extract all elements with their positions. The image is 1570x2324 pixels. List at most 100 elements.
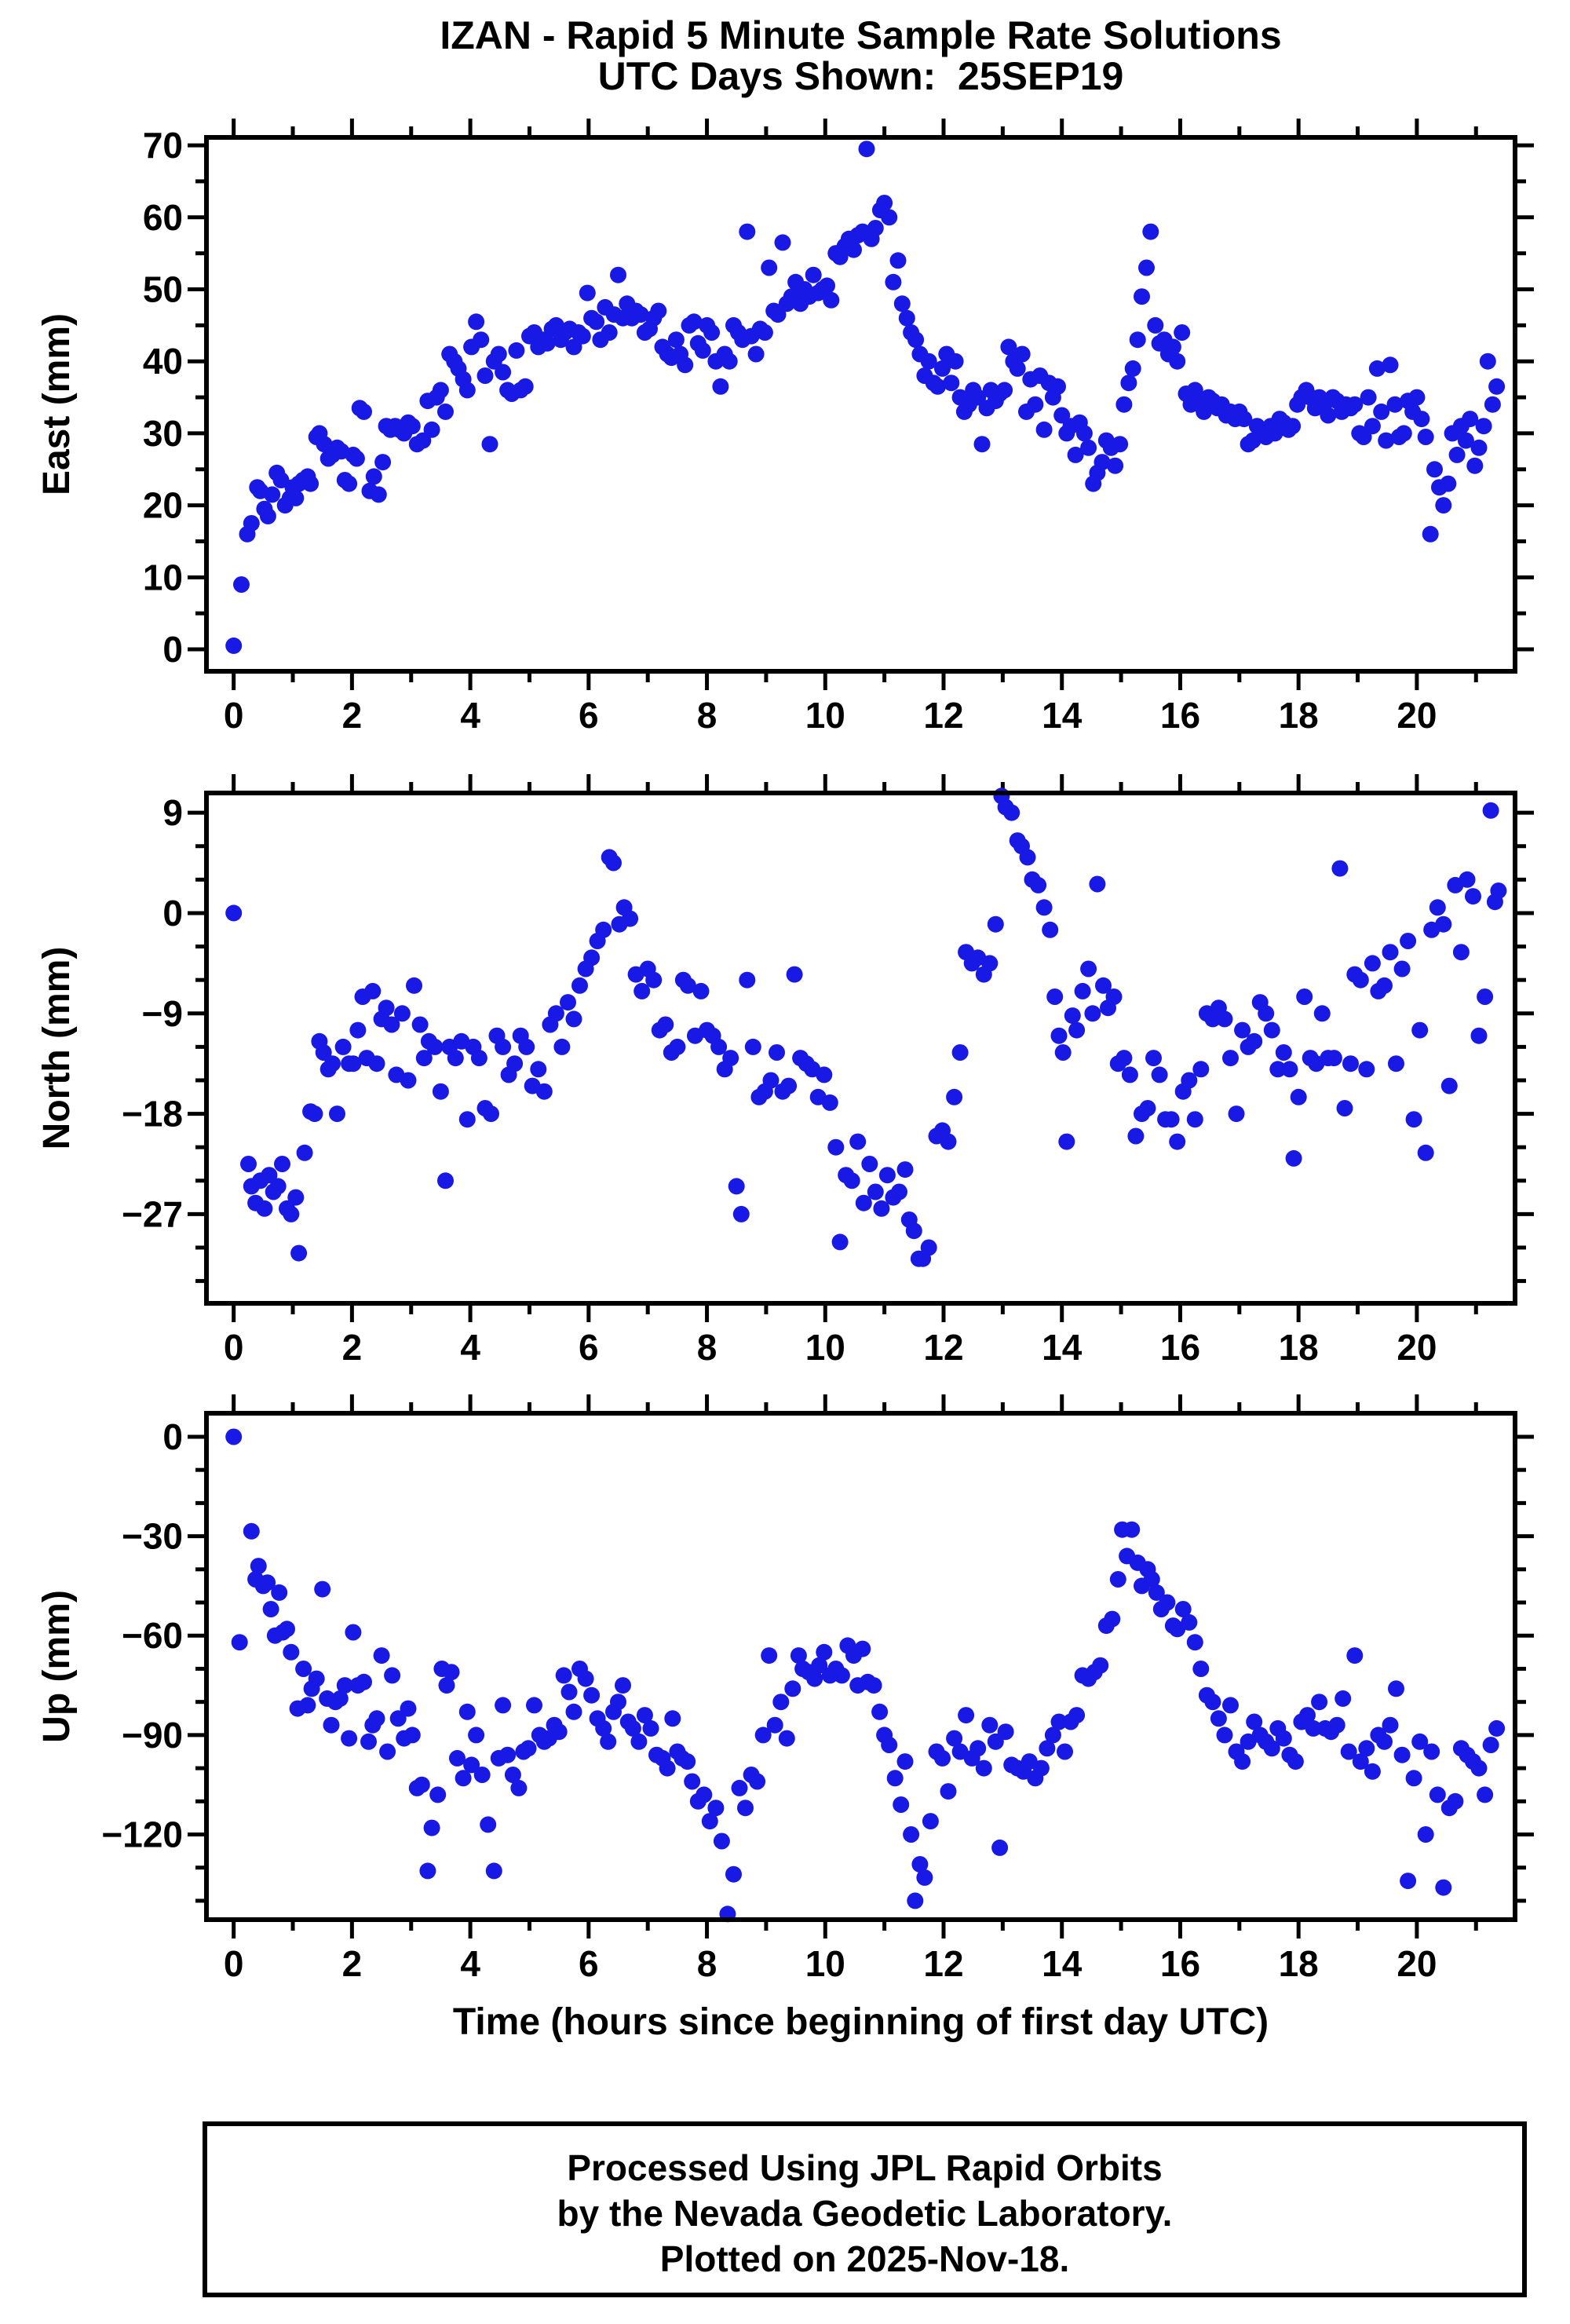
data-point	[1032, 1759, 1050, 1777]
data-point	[261, 1167, 278, 1184]
data-point	[1080, 439, 1097, 456]
data-point	[845, 241, 862, 258]
data-point	[833, 1667, 850, 1684]
data-point	[732, 1205, 750, 1222]
data-point	[1281, 1061, 1298, 1078]
data-point	[411, 1016, 429, 1033]
data-point	[345, 1055, 362, 1072]
x-tick-label: 14	[1042, 1943, 1083, 1984]
data-point	[664, 1710, 681, 1727]
x-tick-label: 18	[1279, 1943, 1319, 1984]
data-point	[1210, 1710, 1227, 1727]
x-tick-label: 20	[1397, 1327, 1437, 1368]
data-point	[920, 1239, 937, 1256]
up-panel: 0 2 4 6 8 10 12 14 16 18 20 0 −30 −60 −90 −120 Up (mm)	[36, 1394, 1534, 1984]
data-point	[1164, 338, 1181, 356]
data-point	[1325, 1050, 1342, 1067]
data-point	[1089, 875, 1106, 893]
data-point	[947, 353, 964, 370]
data-point	[1050, 1027, 1068, 1044]
data-point	[1035, 899, 1053, 916]
data-point	[816, 1643, 833, 1661]
x-tick-label: 16	[1160, 1327, 1200, 1368]
data-point	[384, 1667, 401, 1684]
y-tick-label: −60	[122, 1615, 183, 1656]
data-point	[761, 259, 778, 276]
data-point	[437, 403, 454, 420]
data-point	[240, 1156, 257, 1172]
y-tick-label: 70	[143, 125, 183, 166]
data-point	[1284, 418, 1302, 435]
data-point	[1074, 982, 1091, 999]
data-point	[438, 1677, 455, 1694]
data-point	[881, 209, 898, 226]
data-point	[400, 1072, 417, 1089]
data-point	[495, 1697, 512, 1714]
data-point	[1376, 977, 1393, 994]
data-point	[1395, 425, 1412, 442]
data-point	[1368, 360, 1386, 377]
data-point	[565, 1703, 582, 1720]
data-point	[920, 353, 937, 370]
data-point	[1147, 316, 1164, 334]
data-point	[1429, 899, 1446, 916]
data-point	[480, 1816, 497, 1833]
data-point	[762, 1072, 780, 1089]
data-point	[747, 345, 765, 363]
data-point	[728, 1178, 745, 1195]
data-point	[550, 1723, 568, 1741]
data-point	[423, 1819, 440, 1836]
y-axis-label: East (mm)	[36, 313, 78, 495]
data-point	[610, 1694, 626, 1711]
data-point	[1376, 1733, 1393, 1750]
x-tick-label: 10	[805, 695, 845, 736]
x-tick-label: 0	[224, 695, 244, 736]
data-point	[530, 1061, 547, 1078]
data-point	[849, 1133, 867, 1150]
data-point	[1426, 461, 1443, 478]
data-point	[692, 982, 710, 999]
data-point	[1075, 425, 1093, 442]
data-point	[455, 1770, 472, 1787]
data-point	[981, 1716, 999, 1734]
y-tick-label: 0	[162, 1416, 183, 1457]
data-point	[468, 313, 485, 331]
data-point	[1000, 338, 1017, 356]
data-point	[574, 327, 591, 345]
data-point	[707, 1800, 725, 1817]
data-point	[610, 266, 626, 283]
data-point	[934, 360, 951, 377]
data-point	[907, 331, 925, 349]
data-point	[373, 1647, 390, 1664]
data-point	[769, 1044, 785, 1061]
data-point	[1465, 888, 1481, 905]
data-point	[279, 1621, 295, 1638]
data-point	[1234, 1753, 1251, 1770]
data-point	[685, 313, 703, 331]
data-point	[1388, 1055, 1404, 1072]
data-point	[659, 1759, 676, 1777]
data-point	[630, 1733, 648, 1750]
data-point	[1228, 1105, 1245, 1123]
data-point	[694, 342, 711, 359]
data-point	[504, 1767, 521, 1783]
data-point	[605, 854, 622, 872]
data-point	[739, 971, 756, 988]
data-point	[1457, 432, 1474, 449]
x-tick-label: 4	[460, 1943, 480, 1984]
data-point	[1258, 1005, 1275, 1022]
data-point	[739, 223, 756, 240]
data-point	[225, 637, 243, 654]
data-point	[1095, 977, 1112, 994]
data-point	[1482, 1737, 1499, 1753]
page-subtitle: UTC Days Shown: 25SEP19	[597, 54, 1124, 98]
x-tick-label: 14	[1042, 695, 1083, 736]
data-point	[1216, 1010, 1233, 1028]
data-point	[1470, 1759, 1488, 1777]
data-point	[595, 1719, 612, 1737]
data-point	[1068, 1707, 1086, 1724]
data-point	[1475, 418, 1492, 435]
data-point	[345, 1624, 362, 1641]
data-point	[364, 982, 382, 999]
